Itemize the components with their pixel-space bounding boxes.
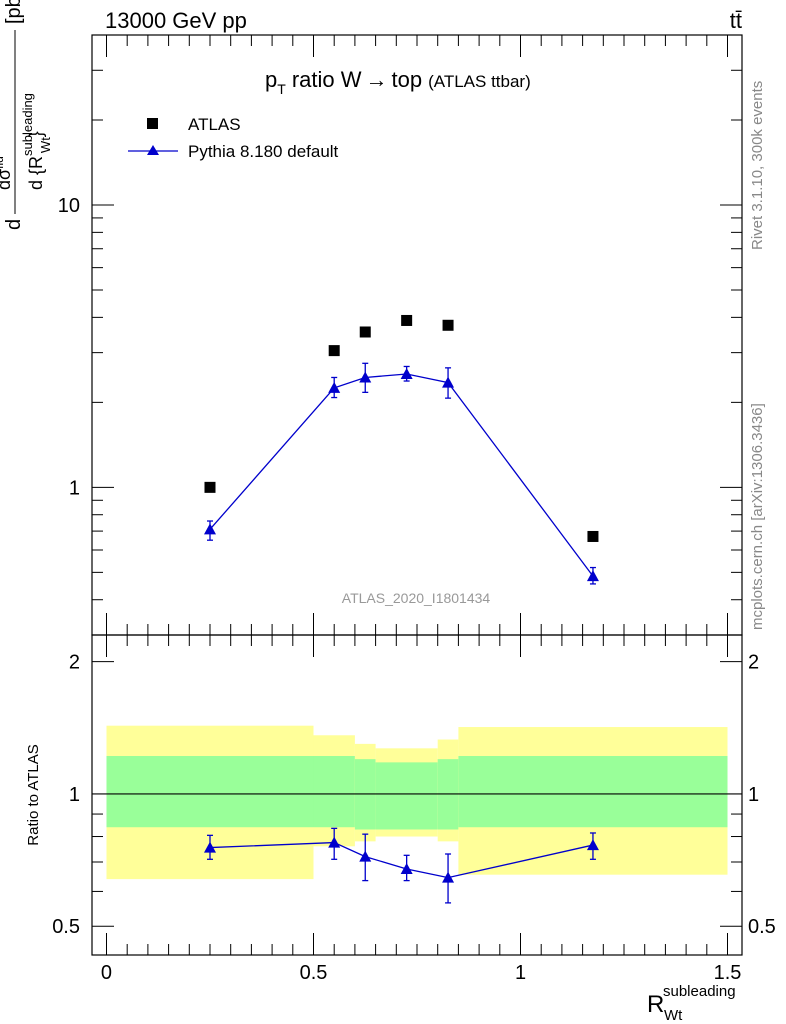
title-arrow: → (366, 67, 388, 92)
analysis-watermark: ATLAS_2020_I1801434 (342, 590, 491, 606)
title-subscript: T (277, 81, 286, 97)
main-y-axis-label: d dσfid d {Rsubleading Wt} [pb] (0, 0, 53, 230)
ratio-line (209, 841, 594, 879)
pythia-data-point (328, 381, 341, 393)
ratio-data-point (328, 836, 341, 848)
main-title: pT ratio W → top (ATLAS ttbar) (265, 67, 531, 97)
ratio-data-point (442, 871, 455, 883)
header-right: tt̄ (730, 8, 742, 33)
header-left: 13000 GeV pp (105, 8, 247, 33)
svg-text:d: d (3, 219, 25, 230)
inner-band-segment (375, 762, 438, 830)
pythia-data-point (203, 523, 216, 535)
atlas-data-point (442, 319, 454, 331)
ratio-y-tick-label-right: 0.5 (748, 916, 776, 938)
x-axis-label-sup: subleading (663, 983, 736, 1000)
x-axis-label-sub: Wt (664, 1007, 683, 1024)
inner-band-segment (313, 755, 355, 828)
ratio-y-tick-label-left: 1 (69, 784, 80, 806)
ratio-plot-frame (91, 634, 743, 956)
atlas-data-point (401, 314, 413, 326)
legend: ATLAS Pythia 8.180 default (128, 115, 339, 161)
title-p: p (265, 67, 277, 92)
ratio-axis-ticks: 0 0.5 1 1.5 0.5 0.5 1 1 2 2 (52, 635, 776, 984)
main-subtitle: (ATLAS ttbar) (428, 72, 531, 91)
ratio-uncertainty-bands (92, 725, 742, 880)
x-axis-label-main: R (647, 991, 664, 1018)
ratio-data-series (203, 827, 599, 904)
atlas-data-point (587, 530, 599, 542)
pythia-data-point (586, 570, 599, 582)
ratio-y-tick-label-right: 1 (748, 784, 759, 806)
svg-text:dσfid: dσfid (0, 156, 14, 190)
inner-band-segment (106, 755, 314, 828)
legend-atlas-marker (147, 118, 158, 129)
legend-atlas-label: ATLAS (188, 115, 241, 134)
x-tick-label: 1 (515, 962, 526, 984)
title-top: top (392, 67, 423, 92)
pythia-data-point (442, 376, 455, 388)
main-axis-ticks: 1 10 (58, 34, 742, 636)
ratio-data-point (203, 841, 216, 853)
y-tick-label: 10 (58, 195, 80, 217)
ratio-y-tick-label-right: 2 (748, 652, 759, 674)
title-rest: ratio W (292, 67, 362, 92)
main-data-series (203, 314, 599, 585)
ratio-data-point (586, 839, 599, 851)
atlas-data-point (328, 345, 340, 357)
y-tick-label: 1 (69, 477, 80, 499)
pythia-data-point (400, 368, 413, 380)
rivet-info-label: Rivet 3.1.10, 300k events (749, 81, 766, 250)
ratio-data-point (359, 850, 372, 862)
pythia-data-point (359, 371, 372, 383)
ratio-data-point (400, 862, 413, 874)
main-y-axis-unit: [pb] (3, 0, 25, 24)
mcplots-info-label: mcplots.cern.ch [arXiv:1306.3436] (749, 403, 766, 630)
x-axis-label: R subleading Wt (647, 983, 736, 1024)
ratio-y-axis-label: Ratio to ATLAS (25, 744, 42, 845)
atlas-data-point (204, 481, 216, 493)
pythia-line (209, 373, 594, 577)
inner-band-segment (458, 755, 728, 828)
x-tick-label: 0.5 (300, 962, 328, 984)
ratio-y-tick-label-left: 0.5 (52, 916, 80, 938)
ratio-y-tick-label-left: 2 (69, 652, 80, 674)
legend-pythia-label: Pythia 8.180 default (188, 142, 339, 161)
atlas-data-point (359, 326, 371, 338)
x-tick-label: 0 (101, 962, 112, 984)
x-tick-label: 1.5 (714, 962, 742, 984)
legend-pythia-marker (147, 145, 159, 155)
